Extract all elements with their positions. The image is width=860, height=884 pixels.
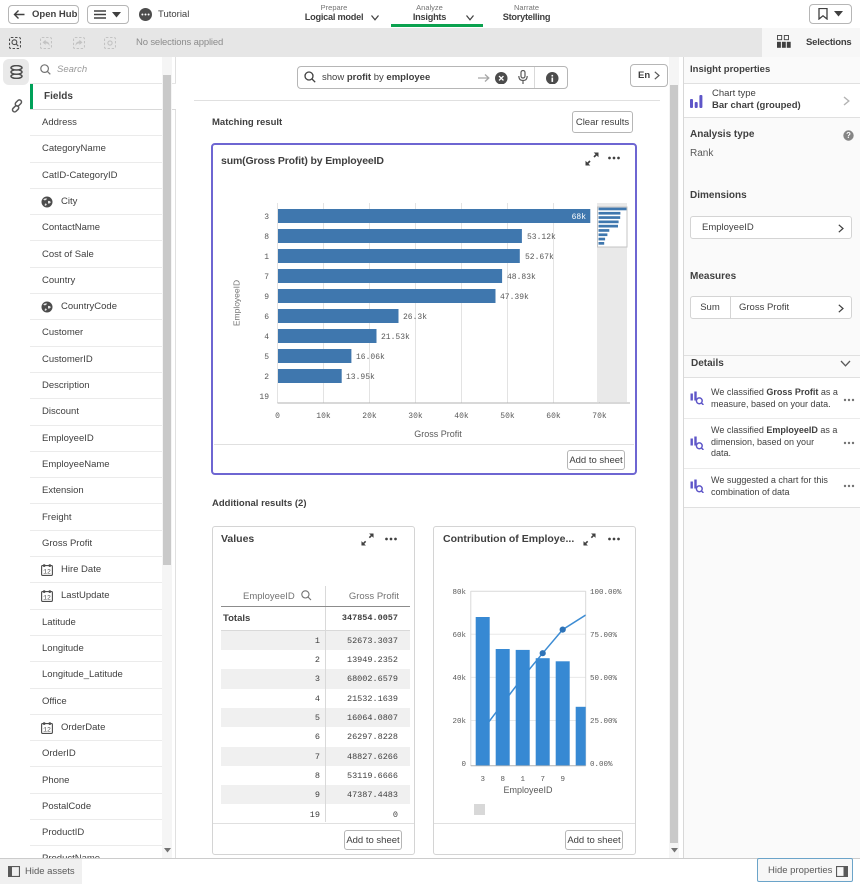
svg-text:12: 12 [43, 595, 51, 602]
svg-text:40k: 40k [452, 675, 466, 683]
svg-text:70k: 70k [592, 412, 607, 421]
svg-text:26.3k: 26.3k [403, 313, 427, 322]
svg-text:12: 12 [43, 726, 51, 733]
svg-text:53.12k: 53.12k [527, 233, 556, 242]
svg-text:0: 0 [275, 412, 280, 421]
svg-text:48.83k: 48.83k [507, 273, 536, 282]
svg-text:19: 19 [259, 393, 269, 402]
svg-text:0: 0 [461, 761, 466, 769]
svg-text:9: 9 [560, 776, 565, 784]
svg-text:4: 4 [264, 333, 269, 342]
svg-text:20k: 20k [452, 718, 466, 726]
svg-text:1: 1 [264, 253, 269, 262]
svg-text:52.67k: 52.67k [525, 253, 554, 262]
svg-text:7: 7 [264, 273, 269, 282]
svg-text:50.00%: 50.00% [590, 675, 618, 683]
svg-text:5: 5 [264, 353, 269, 362]
svg-text:EmployeeID: EmployeeID [503, 785, 553, 795]
svg-text:8: 8 [264, 233, 269, 242]
svg-text:0.00%: 0.00% [590, 761, 613, 769]
svg-text:30k: 30k [408, 412, 423, 421]
svg-text:16.06k: 16.06k [356, 353, 385, 362]
svg-text:40k: 40k [454, 412, 469, 421]
svg-text:2: 2 [264, 373, 269, 382]
svg-text:80k: 80k [452, 589, 466, 597]
svg-text:1: 1 [520, 776, 525, 784]
svg-text:7: 7 [540, 776, 545, 784]
svg-text:60k: 60k [452, 632, 466, 640]
svg-text:68k: 68k [572, 213, 587, 222]
svg-text:25.00%: 25.00% [590, 718, 618, 726]
svg-text:6: 6 [264, 313, 269, 322]
svg-text:47.39k: 47.39k [500, 293, 529, 302]
svg-text:EmployeeID: EmployeeID [232, 280, 242, 326]
svg-text:?: ? [846, 131, 851, 140]
svg-text:20k: 20k [362, 412, 377, 421]
svg-text:75.00%: 75.00% [590, 632, 618, 640]
svg-text:100.00%: 100.00% [590, 589, 622, 597]
svg-text:12: 12 [43, 568, 51, 575]
svg-text:21.53k: 21.53k [381, 333, 410, 342]
svg-text:60k: 60k [546, 412, 561, 421]
svg-text:9: 9 [264, 293, 269, 302]
svg-text:50k: 50k [500, 412, 515, 421]
svg-text:3: 3 [480, 776, 485, 784]
svg-text:Gross Profit: Gross Profit [414, 429, 462, 439]
svg-text:3: 3 [264, 213, 269, 222]
svg-text:10k: 10k [316, 412, 331, 421]
svg-text:13.95k: 13.95k [346, 373, 375, 382]
svg-text:8: 8 [500, 776, 505, 784]
